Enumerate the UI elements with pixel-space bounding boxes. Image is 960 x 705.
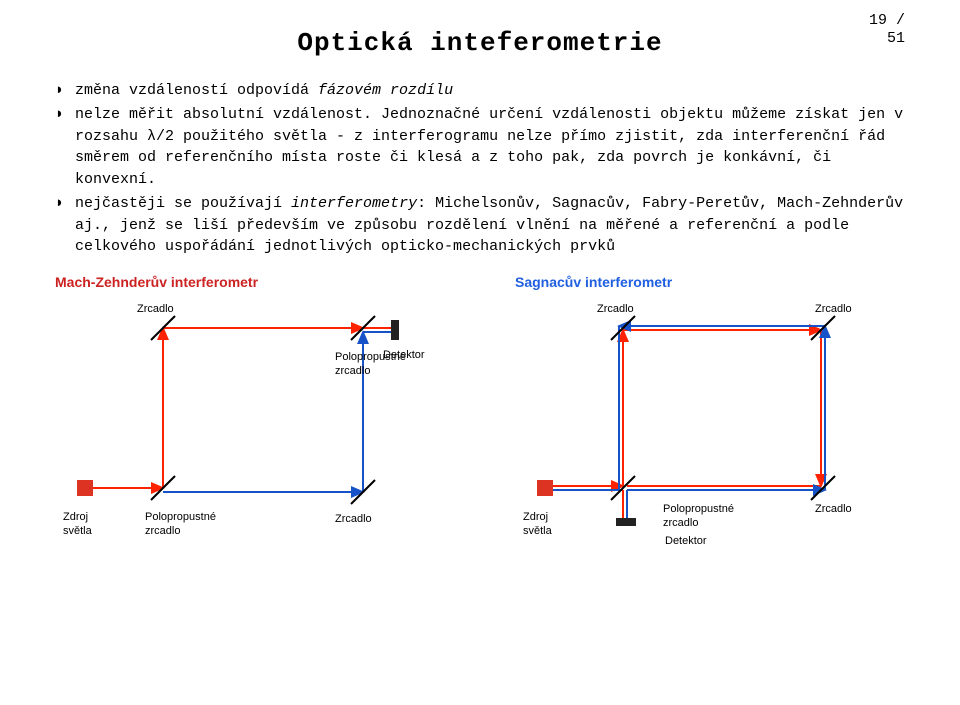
mz-label: zrcadlo xyxy=(335,365,370,377)
sagnac-label: Zrcadlo xyxy=(815,503,852,515)
sagnac-label: Polopropustné xyxy=(663,503,734,515)
sagnac-label: Zrcadlo xyxy=(597,303,634,315)
page-number: 19 / 51 xyxy=(869,12,905,48)
sagnac-diagram: Sagnacův interferometr xyxy=(515,274,915,561)
page-title: Optická inteferometrie xyxy=(55,28,905,58)
sagnac-detector-icon xyxy=(616,518,636,526)
sagnac-label: Detektor xyxy=(665,535,707,547)
sagnac-mirror-icon xyxy=(811,476,835,500)
mz-label: Detektor xyxy=(383,349,425,361)
mz-label: Polopropustné xyxy=(145,511,216,523)
sagnac-mirror-icon xyxy=(811,316,835,340)
diagram-row: Mach-Zehnderův interferometr xyxy=(55,274,905,561)
sagnac-label: zrcadlo xyxy=(663,517,698,529)
mz-label: Zrcadlo xyxy=(335,513,372,525)
mz-label: zrcadlo xyxy=(145,525,180,537)
sagnac-label: Zdroj xyxy=(523,511,548,523)
bullet-item: změna vzdáleností odpovídá fázovém rozdí… xyxy=(55,80,905,102)
mz-title: Mach-Zehnderův interferometr xyxy=(55,274,455,290)
sagnac-source-icon xyxy=(537,480,553,496)
mz-label: Zdroj xyxy=(63,511,88,523)
mz-svg: Zdroj světla Polopropustné zrcadlo Zrcad… xyxy=(55,296,455,556)
sagnac-svg: Zdroj světla Polopropustné zrcadlo Zrcad… xyxy=(515,296,915,556)
bullet-item: nejčastěji se používají interferometry: … xyxy=(55,193,905,258)
mz-label: světla xyxy=(63,525,93,537)
sagnac-title: Sagnacův interferometr xyxy=(515,274,915,290)
mz-label: Zrcadlo xyxy=(137,303,174,315)
page-current: 19 xyxy=(869,12,887,29)
bullet-list: změna vzdáleností odpovídá fázovém rozdí… xyxy=(55,80,905,258)
bullet-item: nelze měřit absolutní vzdálenost. Jednoz… xyxy=(55,104,905,191)
page-sep: / xyxy=(896,12,905,29)
sagnac-label: Zrcadlo xyxy=(815,303,852,315)
mz-detector-icon xyxy=(391,320,399,340)
mz-source-icon xyxy=(77,480,93,496)
page-total: 51 xyxy=(887,30,905,47)
sagnac-label: světla xyxy=(523,525,553,537)
mach-zehnder-diagram: Mach-Zehnderův interferometr xyxy=(55,274,455,561)
